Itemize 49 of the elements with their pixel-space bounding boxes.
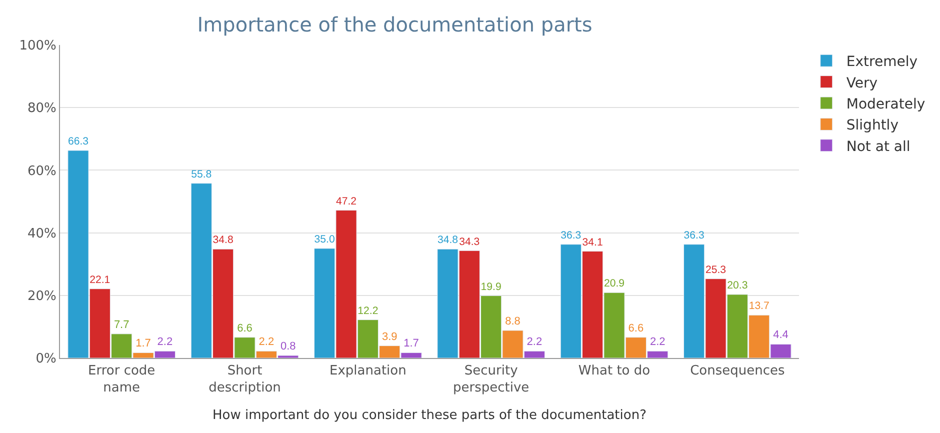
x-axis-title: How important do you consider these parts of the documentation? (212, 408, 646, 424)
y-tick-label: 40% (27, 226, 56, 242)
chart-title: Importance of the documentation parts (197, 12, 592, 36)
data-label: 36.3 (560, 229, 582, 242)
data-label: 22.1 (90, 274, 110, 286)
data-label: 55.8 (191, 168, 212, 180)
data-label: 7.7 (114, 318, 130, 331)
data-label: 4.4 (773, 329, 788, 342)
data-label: 19.9 (480, 280, 502, 293)
y-tick-label: 60% (27, 164, 56, 179)
data-label: 1.7 (136, 338, 151, 350)
x-tick-label: Consequences (690, 364, 785, 379)
data-label: 36.3 (684, 229, 704, 242)
y-tick-label: 20% (27, 288, 56, 304)
x-tick-label: Security perspective (452, 364, 530, 396)
data-label: 8.8 (505, 315, 520, 328)
legend-label: Slightly (846, 118, 898, 134)
data-label: 2.2 (157, 336, 173, 348)
y-tick-label: 80% (27, 101, 56, 116)
y-tick-label: 0% (36, 352, 56, 367)
data-label: 25.3 (705, 264, 726, 276)
data-label: 34.1 (582, 236, 603, 248)
x-tick-label: Error code name (88, 364, 156, 396)
x-tick-label: What to do (578, 364, 650, 379)
data-label: 47.2 (336, 195, 357, 208)
data-label: 66.3 (68, 136, 89, 148)
x-tick-label: Short description (208, 364, 281, 396)
data-label: 34.8 (212, 234, 234, 246)
data-label: 2.2 (258, 336, 274, 348)
data-label: 20.9 (604, 278, 625, 290)
legend-label: Not at all (846, 138, 910, 155)
data-label: 2.2 (526, 336, 542, 348)
data-label: 13.7 (748, 300, 770, 312)
y-tick-label: 100% (19, 38, 56, 54)
data-label: 0.8 (280, 340, 296, 352)
legend-label: Extremely (846, 54, 918, 70)
data-label: 3.9 (382, 330, 398, 343)
data-label: 6.6 (237, 322, 252, 334)
data-label: 35.0 (314, 234, 335, 246)
data-label: 34.8 (437, 234, 458, 246)
data-label: 6.6 (628, 322, 644, 334)
data-label: 34.3 (459, 236, 480, 248)
data-label: 12.2 (358, 304, 378, 317)
legend-label: Very (846, 75, 878, 92)
x-tick-label: Explanation (329, 364, 406, 379)
data-label: 2.2 (650, 336, 666, 348)
legend-label: Moderately (846, 96, 926, 112)
data-label: 1.7 (404, 338, 419, 350)
data-label: 20.3 (727, 280, 748, 292)
